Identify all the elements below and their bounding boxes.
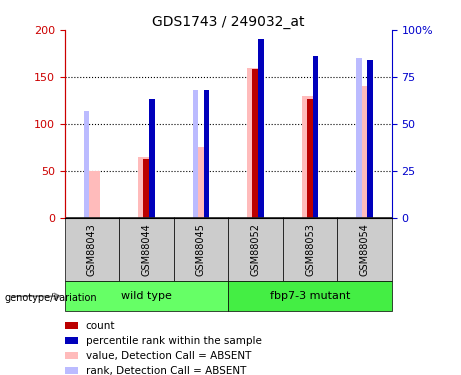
Text: GSM88054: GSM88054 (360, 223, 370, 276)
FancyBboxPatch shape (283, 217, 337, 281)
Bar (367, 60, 373, 217)
FancyBboxPatch shape (65, 217, 119, 281)
Bar (193, 90, 198, 218)
Text: rank, Detection Call = ABSENT: rank, Detection Call = ABSENT (86, 366, 246, 375)
Text: value, Detection Call = ABSENT: value, Detection Call = ABSENT (86, 351, 251, 361)
Text: count: count (86, 321, 115, 331)
Bar (313, 56, 318, 217)
FancyBboxPatch shape (65, 281, 228, 311)
Bar (143, 159, 150, 218)
Text: GSM88044: GSM88044 (142, 223, 151, 276)
Text: percentile rank within the sample: percentile rank within the sample (86, 336, 262, 346)
Bar (65, 352, 78, 359)
Bar (83, 171, 100, 217)
FancyBboxPatch shape (174, 217, 228, 281)
FancyBboxPatch shape (119, 217, 174, 281)
Bar (149, 99, 154, 218)
Bar (138, 157, 154, 218)
Bar (65, 322, 78, 329)
Text: GSM88043: GSM88043 (87, 223, 97, 276)
FancyBboxPatch shape (228, 281, 392, 311)
Text: GSM88045: GSM88045 (196, 223, 206, 276)
Bar (193, 147, 209, 218)
Bar (65, 337, 78, 344)
FancyBboxPatch shape (228, 217, 283, 281)
Text: fbp7-3 mutant: fbp7-3 mutant (270, 291, 350, 301)
Bar (83, 111, 89, 218)
Title: GDS1743 / 249032_at: GDS1743 / 249032_at (152, 15, 304, 29)
Text: GSM88053: GSM88053 (305, 223, 315, 276)
Text: GSM88052: GSM88052 (250, 223, 260, 276)
Bar (302, 96, 318, 218)
Bar (307, 99, 313, 218)
Bar (252, 69, 259, 218)
Bar (356, 86, 373, 218)
Text: wild type: wild type (121, 291, 172, 301)
Bar (258, 39, 264, 218)
Bar (247, 68, 264, 218)
Bar (65, 367, 78, 374)
Text: genotype/variation: genotype/variation (5, 293, 97, 303)
Bar (356, 58, 362, 217)
Bar (204, 90, 209, 218)
FancyBboxPatch shape (337, 217, 392, 281)
